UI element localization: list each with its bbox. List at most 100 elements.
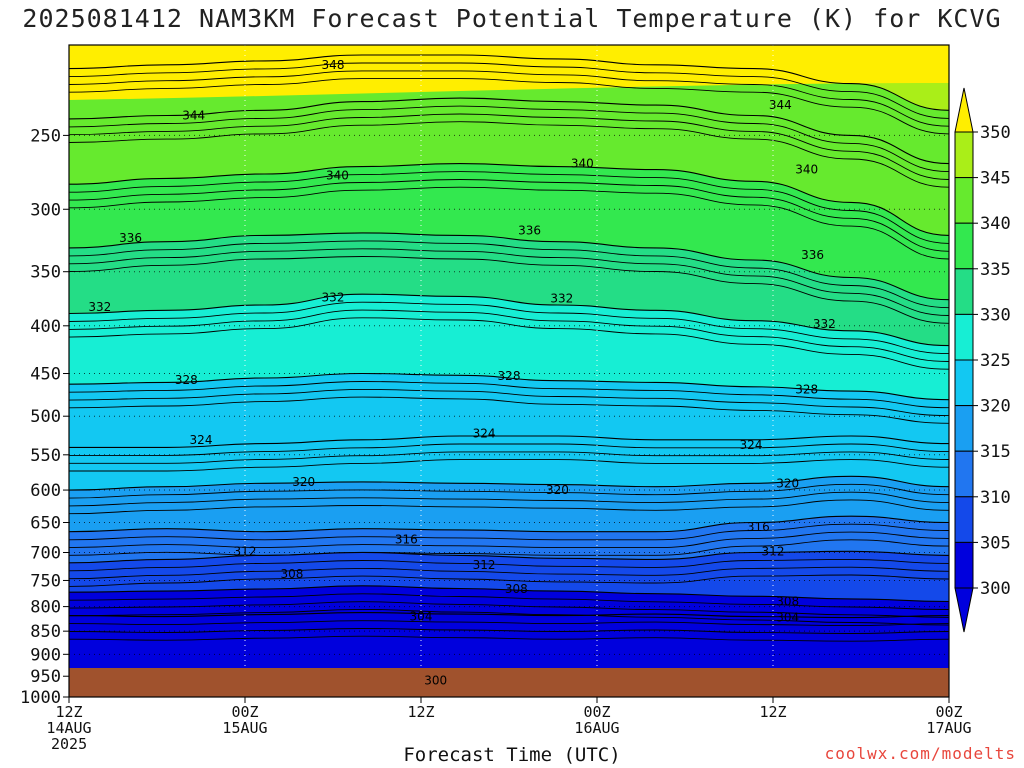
- contour-316: [69, 515, 949, 533]
- contour-label: 344: [182, 108, 205, 122]
- contour-label: 328: [498, 369, 521, 383]
- contour-344: [69, 97, 949, 165]
- contour-labels: 348 344 344 340 340 340 336 336 336 332 332 332 332 3…: [88, 58, 835, 688]
- contour-label: 332: [88, 300, 111, 314]
- x-tick: 12Z: [407, 697, 435, 721]
- colorbar-tick-label: 310: [980, 488, 1011, 508]
- contour-344-aux: [69, 113, 949, 180]
- contour-label: 344: [769, 98, 792, 112]
- contour-336-aux: [69, 240, 949, 309]
- y-tick: 1000: [20, 688, 69, 708]
- x-tick-label: 17AUG: [926, 719, 971, 737]
- contour-324-aux: [69, 459, 949, 472]
- isentrope-contours: [69, 54, 949, 642]
- contour-348-aux: [69, 78, 949, 135]
- contour-336-aux: [69, 256, 949, 324]
- contour-332-aux: [69, 317, 949, 370]
- contour-label: 304: [410, 610, 433, 624]
- y-tick-label: 400: [30, 317, 61, 337]
- y-tick-label: 450: [30, 365, 61, 385]
- contour-label: 324: [740, 438, 763, 452]
- colorbar-swatch: [954, 496, 974, 543]
- contour-312: [69, 550, 949, 564]
- y-tick: 650: [30, 513, 69, 533]
- contour-320-aux: [69, 491, 949, 507]
- x-tick-label: 12Z: [759, 703, 786, 721]
- contour-308-aux: [69, 601, 949, 618]
- contour-336-aux: [69, 248, 949, 316]
- contour-328-aux: [69, 388, 949, 417]
- contour-344-aux: [69, 105, 949, 173]
- ground-surface: [69, 668, 949, 697]
- y-tick: 500: [30, 407, 69, 427]
- watermark-link[interactable]: coolwx.com/modelts: [824, 744, 1016, 763]
- colorbar-tick-label: 300: [980, 579, 1011, 599]
- contour-label: 324: [473, 427, 496, 441]
- colorbar: 350 345 340 335 330 325 320 315 310 305 300: [954, 87, 1011, 633]
- colorbar-tick: 350: [973, 123, 1011, 143]
- contour-label: 304: [776, 611, 799, 625]
- x-tick-label: 12Z: [407, 703, 434, 721]
- y-tick: 800: [30, 598, 69, 618]
- colorbar-tick: 340: [973, 214, 1011, 234]
- y-tick: 400: [30, 317, 69, 337]
- contour-312-aux: [69, 574, 949, 587]
- y-tick-label: 350: [30, 263, 61, 283]
- x-tick-label: 2025: [51, 735, 87, 753]
- y-tick-label: 900: [30, 645, 61, 665]
- contour-316-aux: [69, 523, 949, 541]
- contour-label: 308: [505, 582, 528, 596]
- contour-label: 308: [280, 567, 303, 581]
- contour-label: 332: [322, 290, 345, 304]
- y-tick-label: 700: [30, 544, 61, 564]
- colorbar-tick: 335: [973, 260, 1011, 280]
- contour-308-aux: [69, 608, 949, 626]
- contour-label: 328: [795, 382, 818, 396]
- contour-label: 336: [119, 231, 142, 245]
- colorbar-tick-label: 320: [980, 397, 1011, 417]
- contour-340: [69, 163, 949, 236]
- contour-label: 316: [395, 533, 418, 547]
- contour-label: 348: [322, 58, 345, 72]
- y-tick-label: 300: [30, 200, 61, 220]
- colorbar-tick-label: 350: [980, 123, 1011, 143]
- contour-320-aux: [69, 483, 949, 499]
- contour-label: 328: [175, 373, 198, 387]
- contour-336: [69, 232, 949, 301]
- contour-label: 312: [473, 558, 496, 572]
- y-tick: 900: [30, 645, 69, 665]
- contour-312-aux: [69, 566, 949, 580]
- x-tick-label: 00Z: [935, 703, 962, 721]
- colorbar-tick: 315: [973, 442, 1011, 462]
- contour-324-aux: [69, 443, 949, 456]
- colorbar-swatch: [954, 177, 974, 224]
- contour-label: 340: [326, 168, 349, 182]
- colorbar-swatch: [954, 541, 974, 589]
- y-tick: 250: [30, 126, 69, 146]
- contour-304-aux: [69, 620, 949, 627]
- colorbar-tick: 300: [973, 579, 1011, 599]
- contour-332: [69, 293, 949, 347]
- y-tick: 300: [30, 200, 69, 220]
- contour-308-aux: [69, 593, 949, 610]
- y-tick-label: 650: [30, 513, 61, 533]
- contour-label: 340: [571, 157, 594, 171]
- y-tick-label: 550: [30, 446, 61, 466]
- colorbar-tick: 330: [973, 305, 1011, 325]
- x-tick-label: 15AUG: [222, 719, 267, 737]
- colorbar-tick: 305: [973, 533, 1011, 553]
- contour-348: [69, 54, 949, 111]
- contour-344-aux: [69, 121, 949, 188]
- contour-label: 316: [747, 520, 770, 534]
- contour-304-aux: [69, 635, 949, 642]
- contour-label: 336: [801, 248, 824, 262]
- colorbar-tick-label: 330: [980, 305, 1011, 325]
- contour-304-aux: [69, 628, 949, 634]
- contour-324-aux: [69, 451, 949, 464]
- contour-340-aux: [69, 171, 949, 244]
- contour-316-aux: [69, 539, 949, 556]
- temperature-fill-bands: [69, 45, 949, 697]
